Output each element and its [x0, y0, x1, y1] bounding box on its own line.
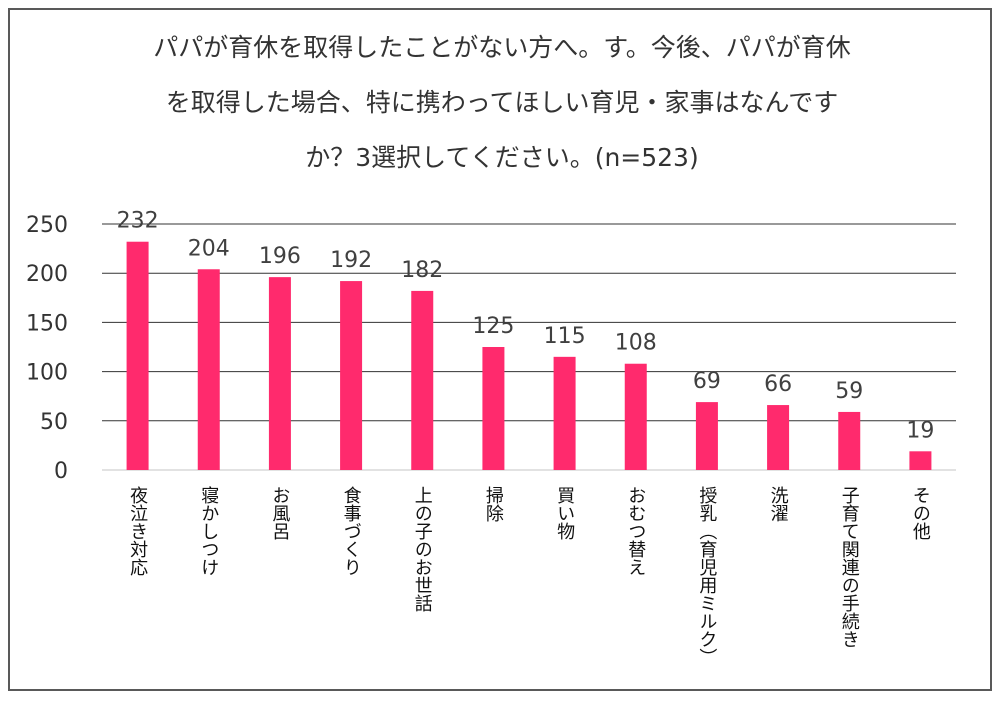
chart-title: パパが育休を取得したことがない方へ。す。今後、パパが育休 を取得した場合、特に携…	[153, 33, 851, 172]
x-tick-label: 掃除	[483, 486, 504, 522]
bar	[340, 281, 363, 470]
data-label: 125	[472, 314, 514, 339]
chart-frame: パパが育休を取得したことがない方へ。す。今後、パパが育休 を取得した場合、特に携…	[8, 8, 992, 691]
x-tick-label: 寝かしつけ	[198, 486, 219, 576]
data-label: 108	[615, 331, 657, 356]
gridlines	[102, 223, 956, 471]
chart-title-line-2: を取得した場合、特に携わってほしい育児・家事はなんです	[166, 88, 839, 117]
y-tick-label: 50	[40, 410, 68, 435]
data-label: 182	[401, 258, 443, 283]
bar	[197, 269, 220, 470]
bar	[553, 356, 576, 470]
x-tick-label: おむつ替え	[625, 486, 646, 576]
data-label: 69	[693, 369, 721, 394]
y-tick-label: 250	[26, 213, 68, 238]
data-label: 59	[835, 379, 863, 404]
chart-title-line-1: パパが育休を取得したことがない方へ。す。今後、パパが育休	[153, 33, 851, 62]
bar	[411, 290, 434, 470]
bar-chart: パパが育休を取得したことがない方へ。す。今後、パパが育休 を取得した場合、特に携…	[26, 33, 956, 666]
x-tick-label: 買い物	[554, 486, 575, 540]
bar	[126, 241, 149, 470]
x-tick-label: 授乳（育児用ミルク）	[696, 486, 717, 666]
data-label: 19	[906, 418, 934, 443]
data-labels: 232 204 196 192 182 125 115 108 69 66 59 19	[117, 209, 935, 444]
x-tick-label: 上の子のお世話	[412, 486, 433, 612]
y-tick-label: 100	[26, 361, 68, 386]
x-tick-label: 洗濯	[768, 486, 789, 522]
bars	[126, 241, 932, 470]
data-label: 66	[764, 372, 792, 397]
bar	[268, 277, 291, 470]
x-tick-label: 夜泣き対応	[127, 486, 148, 576]
x-tick-label: 食事づくり	[341, 486, 362, 576]
bar	[909, 451, 932, 470]
x-axis-ticks: 夜泣き対応 寝かしつけ お風呂 食事づくり 上の子のお世話 掃除 買い物 おむつ替え 授乳（育児…	[127, 486, 931, 666]
chart-title-line-3: か？3選択してください。(n=523)	[305, 143, 698, 172]
data-label: 196	[259, 244, 301, 269]
data-label: 115	[544, 324, 586, 349]
y-axis-ticks: 0 50 100 150 200 250	[26, 213, 68, 484]
x-tick-label: その他	[910, 486, 931, 540]
bar	[482, 347, 505, 470]
bar	[695, 402, 718, 470]
y-tick-label: 150	[26, 311, 68, 336]
y-tick-label: 200	[26, 262, 68, 287]
y-tick-label: 0	[54, 459, 68, 484]
data-label: 204	[188, 236, 230, 261]
data-label: 192	[330, 248, 372, 273]
x-tick-label: お風呂	[269, 486, 290, 540]
data-label: 232	[117, 209, 159, 234]
bar	[838, 411, 861, 470]
bar	[767, 405, 790, 470]
x-tick-label: 子育て関連の手続き	[839, 486, 860, 648]
bar	[624, 363, 647, 470]
